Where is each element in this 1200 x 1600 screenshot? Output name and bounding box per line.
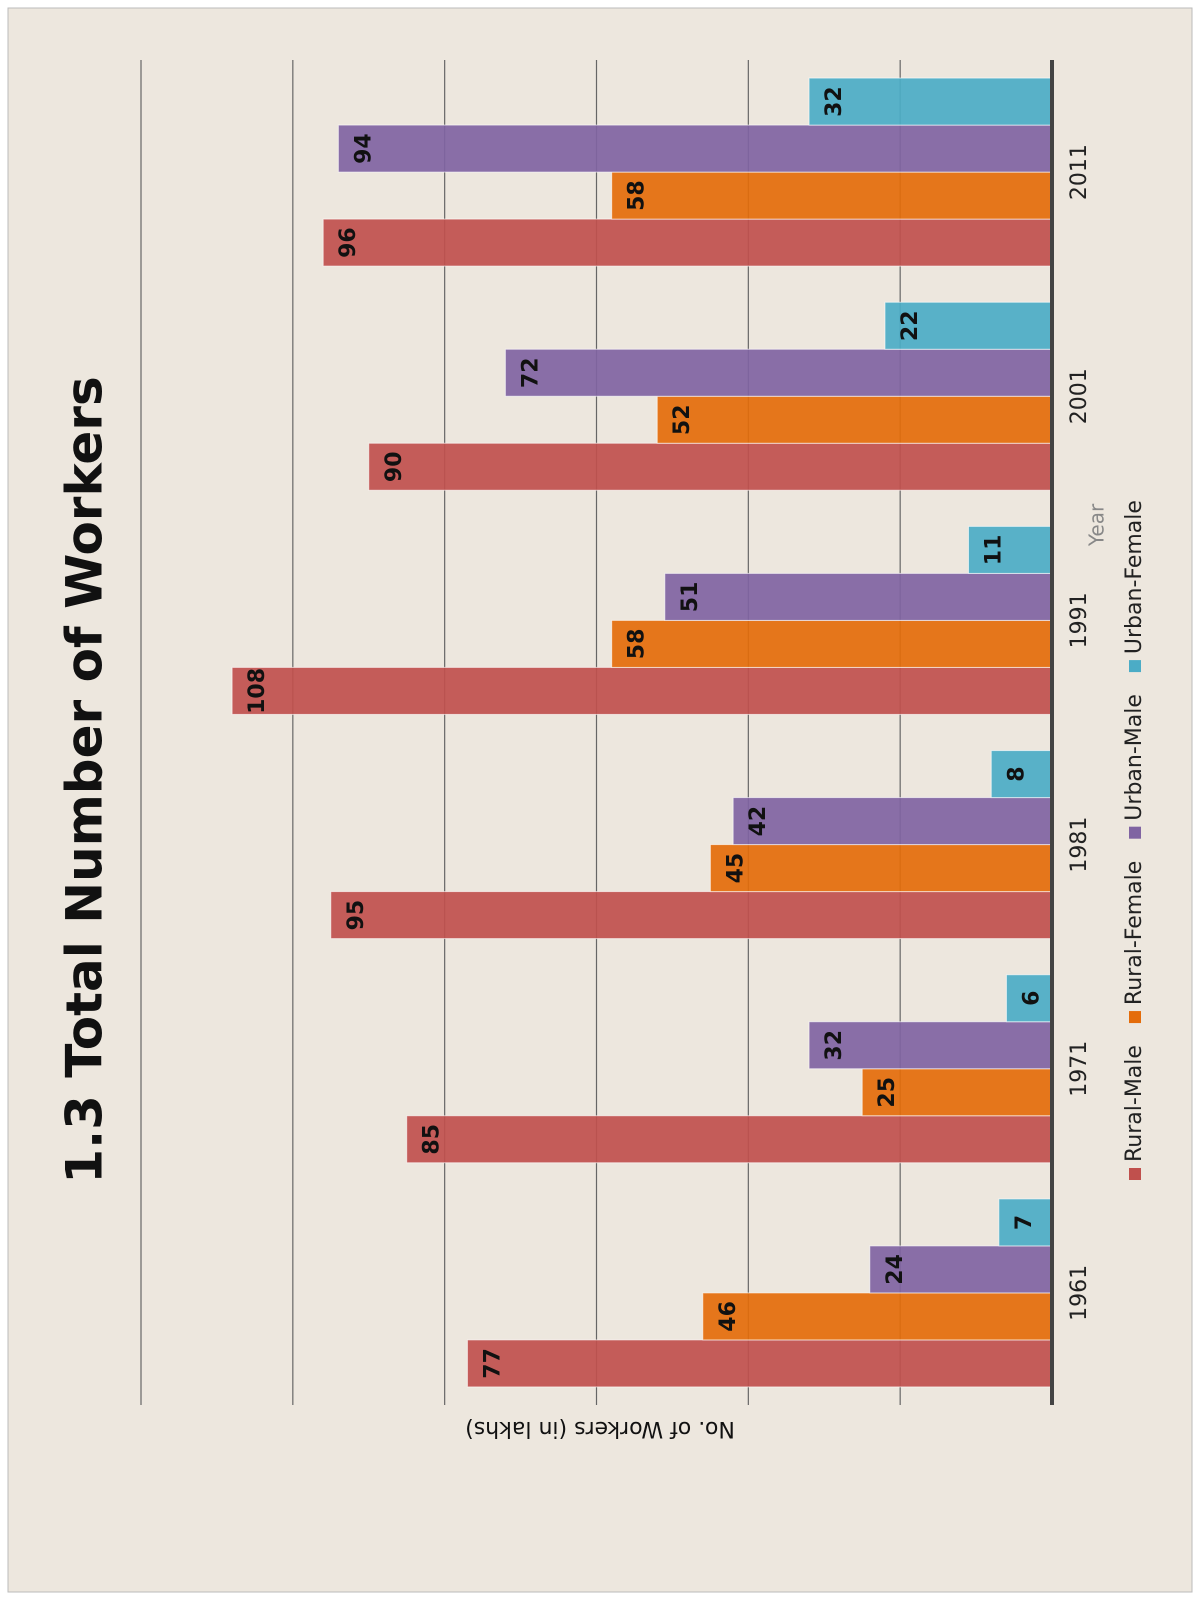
x-axis-label: Year <box>1085 503 1109 547</box>
x-tick-label: 1961 <box>1067 1265 1092 1321</box>
value-label: 52 <box>670 404 695 435</box>
value-label: 51 <box>678 582 703 613</box>
value-label: 32 <box>822 86 847 117</box>
bar <box>337 124 1053 173</box>
value-label: 45 <box>723 853 748 884</box>
legend-swatch <box>1129 660 1141 673</box>
x-tick-label: 1971 <box>1067 1041 1092 1097</box>
legend-label: Rural-Male <box>1122 1045 1147 1162</box>
x-tick-label: 2011 <box>1067 144 1092 200</box>
value-label: 72 <box>518 357 543 388</box>
value-label: 108 <box>245 668 270 714</box>
legend-label: Urban-Male <box>1122 694 1147 821</box>
value-label: 58 <box>625 629 650 660</box>
value-label: 94 <box>351 133 376 164</box>
legend-label: Rural-Female <box>1122 861 1147 1005</box>
bar <box>504 348 1053 397</box>
bar <box>330 891 1053 940</box>
value-label: 24 <box>883 1254 908 1285</box>
bar <box>709 844 1053 893</box>
value-label: 77 <box>480 1348 505 1379</box>
chart-title: 1.3 Total Number of Workers <box>56 376 114 1183</box>
value-label: 8 <box>1004 766 1029 781</box>
bar <box>656 395 1053 444</box>
legend-swatch <box>1129 1011 1141 1024</box>
value-label: 58 <box>625 180 650 211</box>
bar <box>611 619 1053 668</box>
legend-swatch <box>1129 1168 1141 1180</box>
bar <box>466 1339 1053 1388</box>
x-tick-label: 1981 <box>1067 817 1092 873</box>
x-tick-label: 1991 <box>1067 592 1092 648</box>
value-label: 6 <box>1019 991 1044 1006</box>
value-label: 25 <box>875 1077 900 1108</box>
chart-body: 1.3 Total Number of Workers Year No. of … <box>56 60 1147 1441</box>
value-label: 46 <box>716 1301 741 1332</box>
value-label: 95 <box>344 900 369 931</box>
bar <box>322 218 1053 267</box>
value-label: 90 <box>382 451 407 482</box>
value-label: 11 <box>981 535 1006 566</box>
value-label: 32 <box>822 1030 847 1061</box>
value-label: 42 <box>746 806 771 837</box>
bar <box>732 797 1053 846</box>
bar <box>664 572 1053 621</box>
value-label: 96 <box>336 227 361 258</box>
bar <box>406 1115 1053 1164</box>
y-axis-label: No. of Workers (in lakhs) <box>465 1416 735 1441</box>
bar <box>611 171 1053 220</box>
x-tick-label: 2001 <box>1067 368 1092 424</box>
value-label: 22 <box>898 310 923 341</box>
bar <box>231 666 1053 715</box>
value-label: 85 <box>420 1124 445 1155</box>
legend-swatch <box>1129 826 1141 839</box>
value-label: 7 <box>1012 1215 1037 1230</box>
bar <box>368 442 1053 491</box>
legend-label: Urban-Female <box>1122 500 1147 654</box>
bar <box>702 1292 1053 1341</box>
